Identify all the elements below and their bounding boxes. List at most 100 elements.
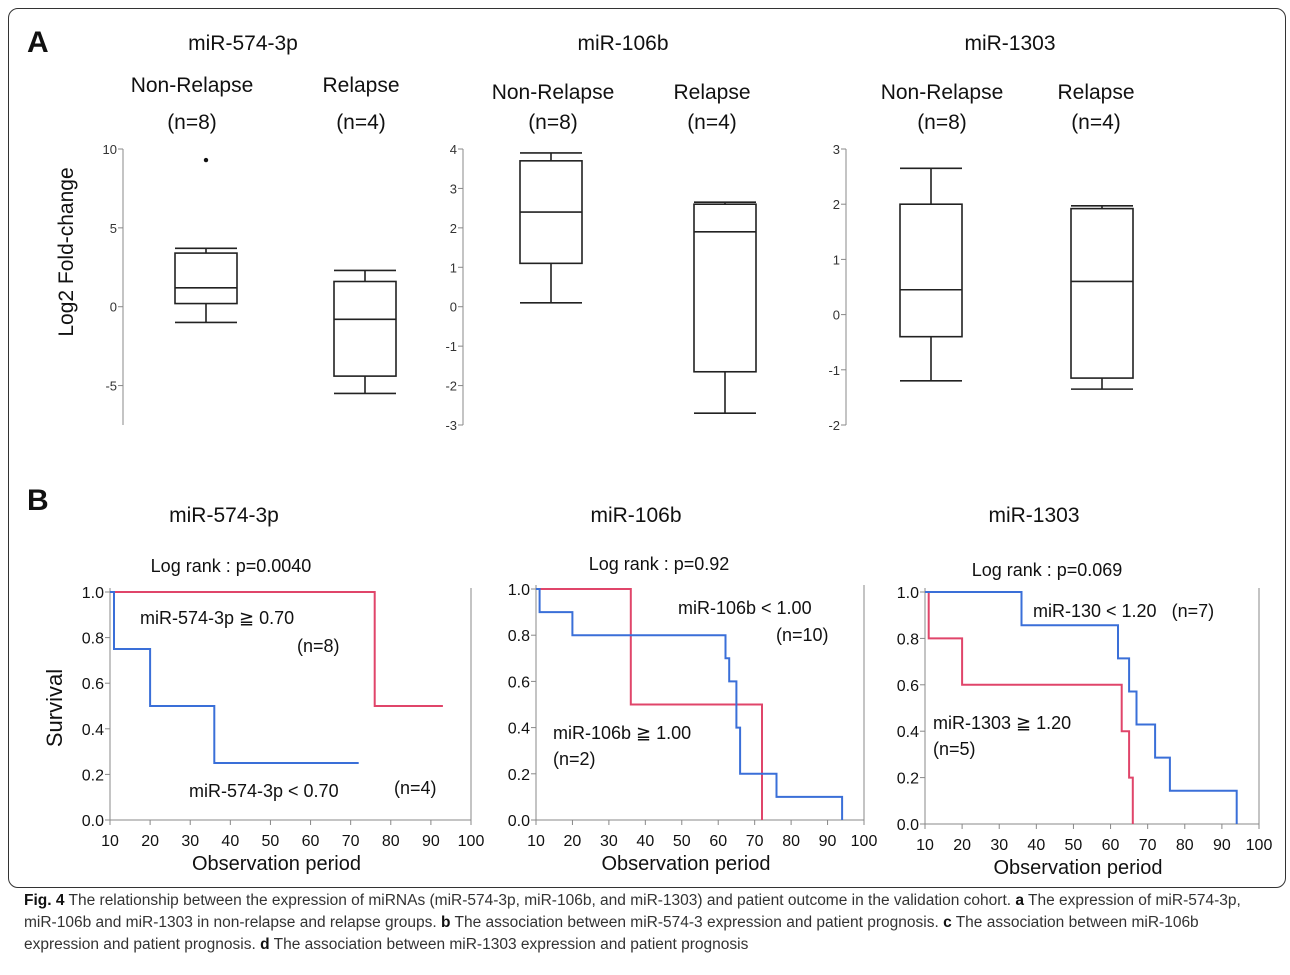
box-iqr [693,203,757,373]
x-tick-label: 90 [422,833,440,850]
km-survival-curve [925,591,1134,824]
y-tick-label: 0 [110,300,117,315]
x-tick-label: 50 [262,833,280,850]
y-tick-label: -3 [445,418,457,433]
panel-a-label: A [27,26,49,59]
km-annotation: miR-574-3p ≧ 0.70 [140,608,294,628]
y-tick-label: 0.4 [508,721,530,738]
figure-caption: Fig. 4 The relationship between the expr… [24,890,1274,956]
x-tick-label: 80 [382,833,400,850]
box-group-label: Non-Relapse [492,81,615,104]
y-tick-label: 0.8 [82,631,104,648]
box-iqr [333,280,397,377]
km-survival-curve [536,588,844,820]
y-tick-label: 2 [833,197,840,212]
km-annotation: (n=2) [553,749,596,769]
figure-frame [8,8,1286,888]
box-group-n: (n=4) [687,111,737,134]
box-iqr [899,203,963,338]
x-tick-label: 40 [1027,837,1045,854]
x-tick-label: 70 [1139,837,1157,854]
y-tick-label: 0.0 [897,817,919,834]
km-annotation: (n=8) [297,636,340,656]
x-tick-label: 60 [1102,837,1120,854]
box-group-n: (n=8) [528,111,578,134]
box-chart-title: miR-106b [577,32,668,55]
caption-fig-label: Fig. 4 [24,892,65,909]
y-tick-label: 0.2 [508,767,530,784]
y-tick-label: 2 [450,221,457,236]
km-survival-curve [110,591,359,764]
box-chart-title: miR-1303 [964,32,1055,55]
km-log-rank: Log rank : p=0.92 [589,554,730,574]
x-tick-label: 100 [458,833,485,850]
y-tick-label: -2 [828,418,840,433]
x-tick-label: 70 [746,833,764,850]
x-tick-label: 20 [141,833,159,850]
x-tick-label: 30 [181,833,199,850]
km-survival-curve [925,591,1238,824]
x-tick-label: 30 [600,833,618,850]
y-tick-label: 0.6 [897,678,919,695]
y-tick-label: 1.0 [897,585,919,602]
km-survival-curve [110,591,443,707]
km-chart-title: miR-106b [590,504,681,527]
x-tick-label: 50 [1065,837,1083,854]
y-tick-label: -5 [105,379,117,394]
x-tick-label: 100 [1246,837,1273,854]
x-tick-label: 60 [302,833,320,850]
x-tick-label: 90 [819,833,837,850]
y-tick-label: 0 [450,300,457,315]
y-tick-label: 0.0 [82,813,104,830]
y-tick-label: 0.4 [897,724,919,741]
x-tick-label: 60 [709,833,727,850]
box-outlier [203,157,209,163]
y-tick-label: 1.0 [82,585,104,602]
km-x-axis-label: Observation period [994,857,1163,879]
y-tick-label: -1 [828,363,840,378]
km-annotation: miR-574-3p < 0.70 [189,781,339,801]
x-tick-label: 90 [1213,837,1231,854]
box-chart-title: miR-574-3p [188,32,298,55]
y-tick-label: 0.2 [82,767,104,784]
x-tick-label: 10 [916,837,934,854]
km-annotation: (n=10) [776,625,829,645]
y-tick-label: -1 [445,339,457,354]
y-tick-label: 0 [833,308,840,323]
caption-d-label: d [260,936,270,953]
box-group-label: Relapse [673,81,750,104]
km-log-rank: Log rank : p=0.0040 [151,556,312,576]
panel-b-label: B [27,484,49,517]
box-y-axis-label: Log2 Fold-change [55,167,78,336]
caption-a-label: a [1015,892,1024,909]
caption-lead: The relationship between the expression … [64,892,1016,909]
y-tick-label: 1 [833,252,840,267]
y-tick-label: 0.8 [508,628,530,645]
km-annotation: (n=4) [394,778,437,798]
y-tick-label: -2 [445,379,457,394]
x-tick-label: 40 [221,833,239,850]
y-tick-label: 0.2 [897,771,919,788]
km-annotation: miR-106b ≧ 1.00 [553,723,691,743]
box-iqr [1070,207,1134,379]
x-tick-label: 40 [636,833,654,850]
km-log-rank: Log rank : p=0.069 [972,560,1123,580]
km-annotation: miR-106b < 1.00 [678,598,812,618]
box-group-label: Non-Relapse [131,74,254,97]
box-group-label: Non-Relapse [881,81,1004,104]
y-tick-label: 3 [450,181,457,196]
km-x-axis-label: Observation period [602,853,771,875]
y-tick-label: 1.0 [508,582,530,599]
x-tick-label: 80 [1176,837,1194,854]
x-tick-label: 30 [990,837,1008,854]
km-annotation: miR-130 < 1.20 (n=7) [1033,601,1214,621]
caption-a-text: The expression of miR-574-3p, miR-106b a… [24,892,1241,931]
x-tick-label: 50 [673,833,691,850]
caption-c-text: The association between miR-106b express… [24,914,1199,953]
km-chart-title: miR-574-3p [169,504,279,527]
x-tick-label: 20 [953,837,971,854]
caption-b-text: The association between miR-574-3 expres… [450,914,944,931]
y-tick-label: 5 [110,221,117,236]
x-tick-label: 10 [101,833,119,850]
km-x-axis-label: Observation period [192,853,361,875]
